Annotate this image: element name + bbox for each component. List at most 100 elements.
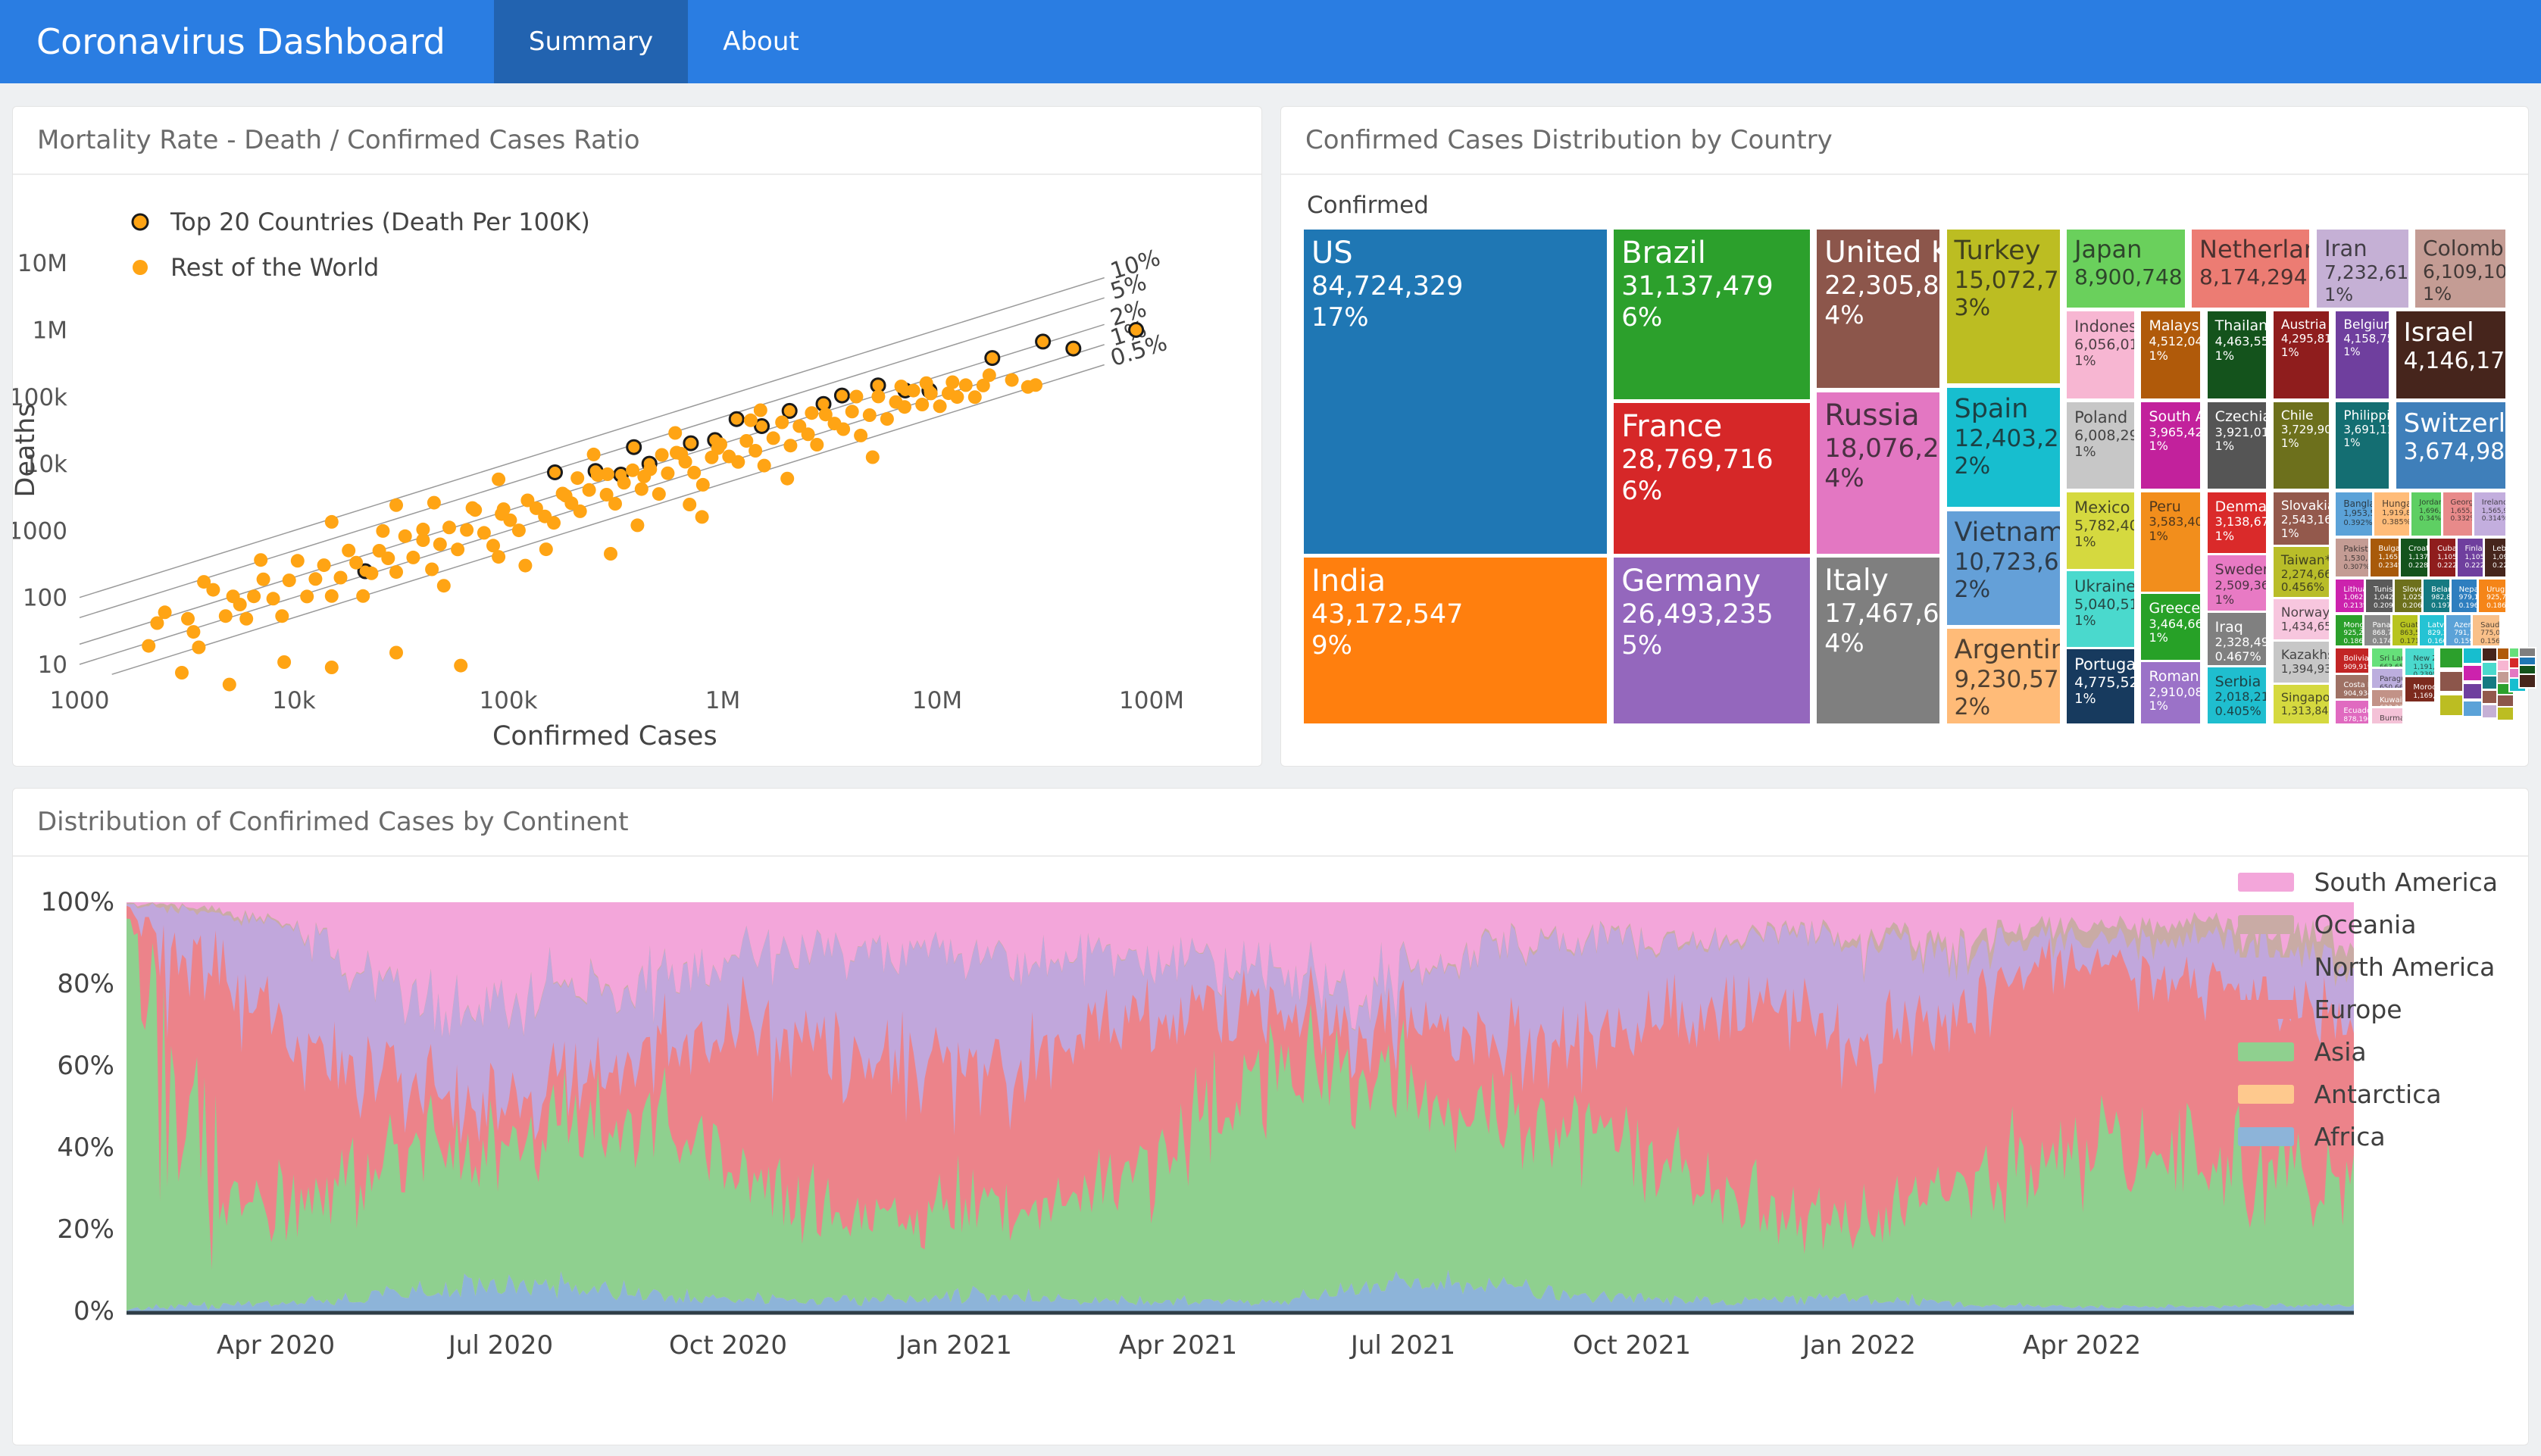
treemap-cell-small[interactable] <box>2480 689 2499 705</box>
treemap-cell-morocco[interactable]: Morocco1,169,482 <box>2403 674 2437 705</box>
treemap-cell-us[interactable]: US 84,724,329 17% <box>1302 227 1609 556</box>
treemap-cell-small[interactable] <box>2480 704 2499 719</box>
treemap-cell-brazil[interactable]: Brazil 31,137,479 6% <box>1611 227 1812 401</box>
treemap-cell-small[interactable] <box>2496 694 2514 710</box>
treemap-cell-colombia[interactable]: Colombia6,109,1051% <box>2413 227 2508 311</box>
treemap-cell-kazakhstan[interactable]: Kazakhstan1,394,935 <box>2271 639 2331 686</box>
treemap-cell-ecuador[interactable]: Ecuador878,196 <box>2333 698 2371 726</box>
treemap-cell-burma[interactable]: Burma <box>2369 706 2405 726</box>
treemap-cell-indonesia[interactable]: Indonesia6,056,0171% <box>2064 309 2136 401</box>
treemap-cell-small[interactable] <box>2439 646 2464 669</box>
treemap-cell-small[interactable] <box>2461 700 2483 718</box>
scatter-legend[interactable]: Top 20 Countries (Death Per 100K) Rest of… <box>131 208 590 282</box>
treemap-cell-azerbaijan[interactable]: Azerbaijan791,7650.159% <box>2444 612 2476 648</box>
treemap-cell-philippines[interactable]: Philippines3,691,1141% <box>2333 400 2392 491</box>
treemap-cell-germany[interactable]: Germany 26,493,235 5% <box>1611 555 1812 726</box>
treemap-cell-small[interactable] <box>2480 661 2499 676</box>
treemap-cell-georgia[interactable]: Georgia1,655,2210.332% <box>2440 489 2477 539</box>
treemap-cell-india[interactable]: India 43,172,547 9% <box>1302 555 1609 726</box>
legend-item-north-america[interactable]: North America <box>2238 952 2498 982</box>
treemap-cell-small[interactable] <box>2496 682 2514 698</box>
treemap-cell-thailand[interactable]: Thailand4,463,5571% <box>2205 309 2269 401</box>
treemap-cell-mongolia[interactable]: Mongolia925,2270.186% <box>2333 612 2368 648</box>
treemap-cell-small[interactable] <box>2496 646 2514 662</box>
treemap-cell-small[interactable] <box>2461 682 2483 700</box>
treemap-cell-small[interactable] <box>2461 664 2483 683</box>
treemap-cell-small[interactable] <box>2496 658 2514 674</box>
treemap-cell-hungary[interactable]: Hungary1,919,8400.385% <box>2372 489 2414 539</box>
treemap-cell-belarus[interactable]: Belarus982,8670.197% <box>2421 576 2454 614</box>
treemap-cell-tunisia[interactable]: Tunisia1,042,8720.209% <box>2364 576 2398 614</box>
treemap-cell-small[interactable] <box>2480 646 2499 662</box>
legend-item-antarctica[interactable]: Antarctica <box>2238 1080 2498 1109</box>
treemap-cell-switzerland[interactable]: Switzerland3,674,986 <box>2393 400 2508 491</box>
tab-about[interactable]: About <box>723 27 799 57</box>
treemap-cell-small[interactable] <box>2496 706 2514 722</box>
treemap-cell-latvia[interactable]: Latvia829,1430.166% <box>2418 612 2449 648</box>
treemap-cell-small[interactable] <box>2439 694 2464 717</box>
legend-item-europe[interactable]: Europe <box>2238 995 2498 1024</box>
legend-item-asia[interactable]: Asia <box>2238 1037 2498 1067</box>
treemap-cell-saudi-arabia[interactable]: Saudi Arabia775,0910.156% <box>2471 612 2502 648</box>
treemap-cell-malaysia[interactable]: Malaysia4,512,0401% <box>2139 309 2203 401</box>
treemap-cell-guatemala[interactable]: Guatemala863,5850.171% <box>2389 612 2423 648</box>
treemap-cell-costa-rica[interactable]: Costa Rica904,934 <box>2333 673 2371 702</box>
treemap-cell-slovenia[interactable]: Slovenia1,025,9130.206% <box>2393 576 2427 614</box>
treemap-cell-croatia[interactable]: Croatia1,137,5970.228% <box>2399 536 2433 579</box>
treemap-cell-slovakia[interactable]: Slovakia2,543,1601% <box>2271 489 2331 547</box>
tab-summary[interactable]: Summary <box>493 0 689 83</box>
treemap-cell-bulgaria[interactable]: Bulgaria1,165,7270.234% <box>2368 536 2403 579</box>
legend-item-oceania[interactable]: Oceania <box>2238 910 2498 939</box>
treemap-cell-taiwan-[interactable]: Taiwan*2,274,6660.456% <box>2271 544 2331 600</box>
treemap-cell-small[interactable] <box>2439 670 2464 693</box>
treemap-cell-united-kingdom[interactable]: United Kingdom22,305,8934% <box>1814 227 1942 391</box>
legend-item-africa[interactable]: Africa <box>2238 1122 2498 1151</box>
treemap-cell-finland[interactable]: Finland1,105,2110.222% <box>2455 536 2488 579</box>
treemap-cell-sri-lanka[interactable]: Sri Lanka663,651 <box>2369 645 2405 670</box>
treemap-cell-argentina[interactable]: Argentina9,230,5732% <box>1944 626 2062 726</box>
treemap-cell-panama[interactable]: Panama868,7960.174% <box>2362 612 2395 648</box>
treemap-cell-small[interactable] <box>2480 675 2499 691</box>
mortality-scatter-chart[interactable]: 10%5%2%1%0.5%1000 10k 100k 1M 10M 100M1010010… <box>8 175 1261 775</box>
continent-area-chart[interactable]: 0% 20% 40% 60% 80% 100% Apr 2020 Jul 2020 Oct 20… <box>13 857 2528 1387</box>
legend-item-south-america[interactable]: South America <box>2238 867 2498 897</box>
treemap-cell-small[interactable] <box>2496 670 2514 686</box>
treemap-cell-denmark[interactable]: Denmark3,138,6781% <box>2205 489 2269 556</box>
treemap-cell-romania[interactable]: Romania2,910,0811% <box>2139 660 2203 726</box>
treemap-cell-belgium[interactable]: Belgium4,158,7541% <box>2333 309 2392 401</box>
treemap-cell-uruguay[interactable]: Uruguay925,7770.186% <box>2477 576 2508 614</box>
treemap-cell-pakistan[interactable]: Pakistan1,530,5560.307% <box>2333 536 2374 579</box>
treemap-cell-paraguay[interactable]: Paraguay650,661 <box>2369 667 2405 692</box>
treemap-cell-small[interactable] <box>2461 646 2483 664</box>
treemap-cell-south-africa[interactable]: South Africa3,965,4221% <box>2139 400 2203 491</box>
treemap-cell-netherlands[interactable]: Netherlands8,174,294 <box>2189 227 2312 311</box>
treemap-cell-japan[interactable]: Japan 8,900,748 <box>2064 227 2187 311</box>
treemap-cell-lebanon[interactable]: Lebanon1,099,3680.221% <box>2483 536 2508 579</box>
treemap-cell-kuwait[interactable]: Kuwait633,235 <box>2369 687 2405 711</box>
treemap-root-label[interactable]: Confirmed <box>1307 192 1429 219</box>
treemap-cell-singapore[interactable]: Singapore1,313,849 <box>2271 683 2331 726</box>
